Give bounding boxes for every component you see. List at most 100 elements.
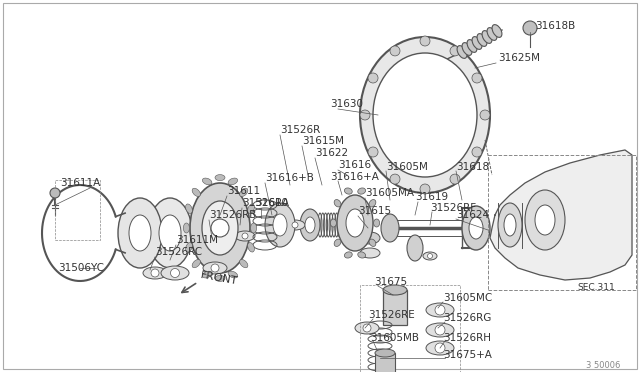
Ellipse shape [462, 206, 490, 250]
Ellipse shape [504, 214, 516, 236]
Text: 31526RA: 31526RA [242, 198, 289, 208]
Ellipse shape [248, 204, 255, 214]
Ellipse shape [235, 231, 255, 241]
Text: 31526RE: 31526RE [368, 310, 415, 320]
Text: 31605M: 31605M [386, 162, 428, 172]
Ellipse shape [228, 271, 237, 278]
Text: 31526R: 31526R [280, 125, 320, 135]
Text: 31616: 31616 [338, 160, 371, 170]
Text: 31605MA: 31605MA [365, 188, 414, 198]
Text: 31526RB: 31526RB [209, 210, 257, 220]
Ellipse shape [148, 198, 192, 268]
Ellipse shape [482, 31, 492, 44]
Ellipse shape [202, 271, 212, 278]
Ellipse shape [381, 214, 399, 242]
Bar [375, 353, 395, 372]
Bar [55, 180, 100, 240]
Text: 31526RH: 31526RH [443, 333, 491, 343]
Ellipse shape [239, 260, 248, 268]
Circle shape [50, 188, 60, 198]
Circle shape [292, 222, 298, 228]
Ellipse shape [192, 188, 200, 196]
Circle shape [211, 264, 219, 272]
Ellipse shape [273, 214, 287, 236]
Ellipse shape [426, 303, 454, 317]
Circle shape [435, 325, 445, 335]
Text: 31605MB: 31605MB [370, 333, 419, 343]
Ellipse shape [129, 215, 151, 251]
Ellipse shape [535, 205, 555, 235]
Text: 31611M: 31611M [176, 235, 218, 245]
Text: 31624: 31624 [456, 210, 489, 220]
Circle shape [368, 147, 378, 157]
Ellipse shape [300, 209, 320, 241]
Ellipse shape [330, 219, 337, 227]
Text: 31615: 31615 [358, 206, 391, 216]
Ellipse shape [355, 322, 379, 334]
Circle shape [428, 253, 433, 259]
Text: 31605MC: 31605MC [443, 293, 492, 303]
Ellipse shape [407, 235, 423, 261]
Bar [488, 155, 636, 290]
Ellipse shape [118, 198, 162, 268]
Circle shape [472, 147, 482, 157]
Ellipse shape [192, 260, 200, 268]
Ellipse shape [373, 53, 477, 177]
Text: 31630: 31630 [330, 99, 363, 109]
Ellipse shape [305, 217, 315, 233]
Text: SEC.311: SEC.311 [577, 283, 615, 292]
Text: 31675+A: 31675+A [443, 350, 492, 360]
Ellipse shape [375, 349, 395, 357]
Ellipse shape [228, 178, 237, 185]
Ellipse shape [202, 201, 238, 255]
Ellipse shape [215, 275, 225, 281]
Text: 31616+B: 31616+B [265, 173, 314, 183]
Circle shape [151, 269, 159, 277]
Text: 31618: 31618 [456, 162, 489, 172]
Ellipse shape [462, 43, 472, 55]
Ellipse shape [186, 204, 193, 214]
Ellipse shape [358, 188, 365, 194]
Text: 31675: 31675 [374, 277, 407, 287]
Ellipse shape [369, 239, 376, 246]
Ellipse shape [467, 39, 477, 52]
Ellipse shape [423, 252, 437, 260]
Ellipse shape [487, 28, 497, 41]
Circle shape [170, 269, 179, 278]
Circle shape [368, 73, 378, 83]
Text: 31610: 31610 [255, 198, 288, 208]
Ellipse shape [498, 203, 522, 247]
Ellipse shape [285, 220, 305, 230]
Circle shape [450, 46, 460, 56]
Text: 3 50006: 3 50006 [586, 360, 620, 369]
Text: 31526RF: 31526RF [430, 203, 476, 213]
Ellipse shape [358, 252, 365, 258]
Ellipse shape [492, 25, 502, 37]
Ellipse shape [248, 243, 255, 252]
Ellipse shape [525, 190, 565, 250]
Ellipse shape [337, 195, 373, 251]
Ellipse shape [215, 174, 225, 180]
Circle shape [363, 324, 371, 332]
Circle shape [523, 21, 537, 35]
Circle shape [435, 305, 445, 315]
Text: 31615M: 31615M [302, 136, 344, 146]
Ellipse shape [360, 232, 380, 244]
Circle shape [390, 174, 400, 184]
Ellipse shape [186, 243, 193, 252]
Ellipse shape [143, 267, 167, 279]
Ellipse shape [159, 215, 181, 251]
Ellipse shape [239, 188, 248, 196]
Polygon shape [490, 150, 632, 280]
Ellipse shape [161, 266, 189, 280]
Text: 31506YC: 31506YC [58, 263, 104, 273]
Bar [383, 290, 407, 325]
Ellipse shape [426, 341, 454, 355]
Ellipse shape [383, 285, 407, 295]
Ellipse shape [344, 252, 352, 258]
Text: 31616+A: 31616+A [330, 172, 379, 182]
Ellipse shape [472, 36, 482, 49]
Text: 31526RG: 31526RG [443, 313, 492, 323]
Ellipse shape [203, 262, 227, 274]
Ellipse shape [334, 199, 341, 207]
